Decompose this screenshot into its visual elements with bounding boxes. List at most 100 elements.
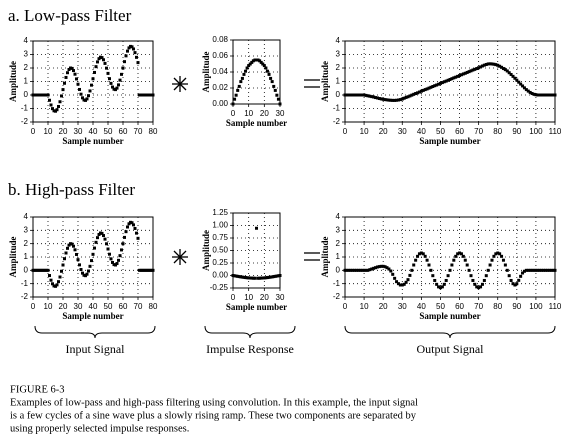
data-point [450,263,454,267]
data-point [479,285,483,289]
data-point [343,93,347,97]
data-point [522,269,526,273]
data-point [48,98,51,102]
data-point [511,282,515,286]
data-point [463,258,467,262]
data-point [484,274,488,278]
y-tick-label: 2 [24,63,29,72]
data-point [444,278,448,282]
data-point [534,268,538,272]
data-point [248,276,252,280]
data-point [396,98,400,102]
data-point [454,75,458,79]
data-point [239,80,243,84]
data-point [417,90,421,94]
data-point [517,80,521,84]
data-point [465,263,469,267]
data-point [385,266,389,270]
data-point [490,62,494,66]
data-point [517,278,521,282]
data-point [423,254,427,258]
data-point [108,252,111,256]
y-tick-label: -2 [21,117,29,126]
data-point [452,258,456,262]
x-tick-label: 70 [474,302,483,311]
data-point [133,226,137,230]
data-point [353,93,357,97]
x-tick-label: 50 [436,127,445,136]
data-point [258,276,262,280]
data-point [553,268,557,272]
data-point [475,67,479,71]
data-point [267,72,271,76]
data-point [351,268,355,272]
data-point [429,268,433,272]
x-tick-label: 40 [89,127,98,136]
convolution-operator [172,249,188,265]
data-point [78,263,81,267]
data-point [511,74,515,78]
data-point [269,275,273,279]
data-point [278,274,282,277]
x-axis-label: Sample number [62,311,123,321]
x-tick-label: 20 [59,127,68,136]
data-point [377,97,381,101]
data-point [383,98,387,102]
x-tick-label: 50 [436,302,445,311]
x-tick-label: 20 [379,127,388,136]
data-point [503,263,507,267]
data-point [387,267,391,271]
data-point [61,263,65,267]
data-point [530,268,534,272]
data-point [251,276,255,280]
data-point [345,93,349,97]
y-tick-label: 0.00 [212,99,228,108]
plot-frame [32,40,154,123]
data-point [408,273,412,277]
x-tick-label: 110 [549,127,562,136]
data-point [492,254,496,258]
data-point [496,63,500,67]
data-point [360,93,364,97]
data-point [398,283,402,287]
data-point [253,58,257,62]
x-tick-label: 40 [417,127,426,136]
data-point [433,84,437,88]
data-point [406,95,410,99]
data-point [48,274,51,278]
data-point [370,95,374,99]
x-tick-label: 20 [260,109,269,118]
y-axis-label: Amplitude [320,236,330,277]
data-point [545,93,549,97]
data-point [58,275,62,279]
data-point [456,252,460,256]
data-point [412,263,416,267]
data-point [132,223,135,227]
data-point [408,94,412,98]
data-point [482,278,486,282]
data-point [87,269,90,273]
data-point [58,100,62,104]
y-tick-label: 4 [24,36,29,45]
data-point [362,93,366,97]
data-point [49,103,53,107]
data-point [64,75,68,79]
data-point [96,236,99,240]
x-tick-label: 10 [244,293,253,302]
data-point [273,274,277,278]
data-point [532,92,536,96]
data-point [362,268,366,272]
data-point [133,51,137,55]
data-point [393,276,397,280]
data-point [255,226,258,230]
data-point [81,271,84,275]
data-point [431,84,435,88]
data-point [438,286,442,290]
data-point [461,72,465,76]
data-point [364,268,368,272]
data-point [233,274,237,278]
data-point [389,269,393,273]
convolution-operator [172,76,188,92]
x-tick-label: 30 [276,293,285,302]
